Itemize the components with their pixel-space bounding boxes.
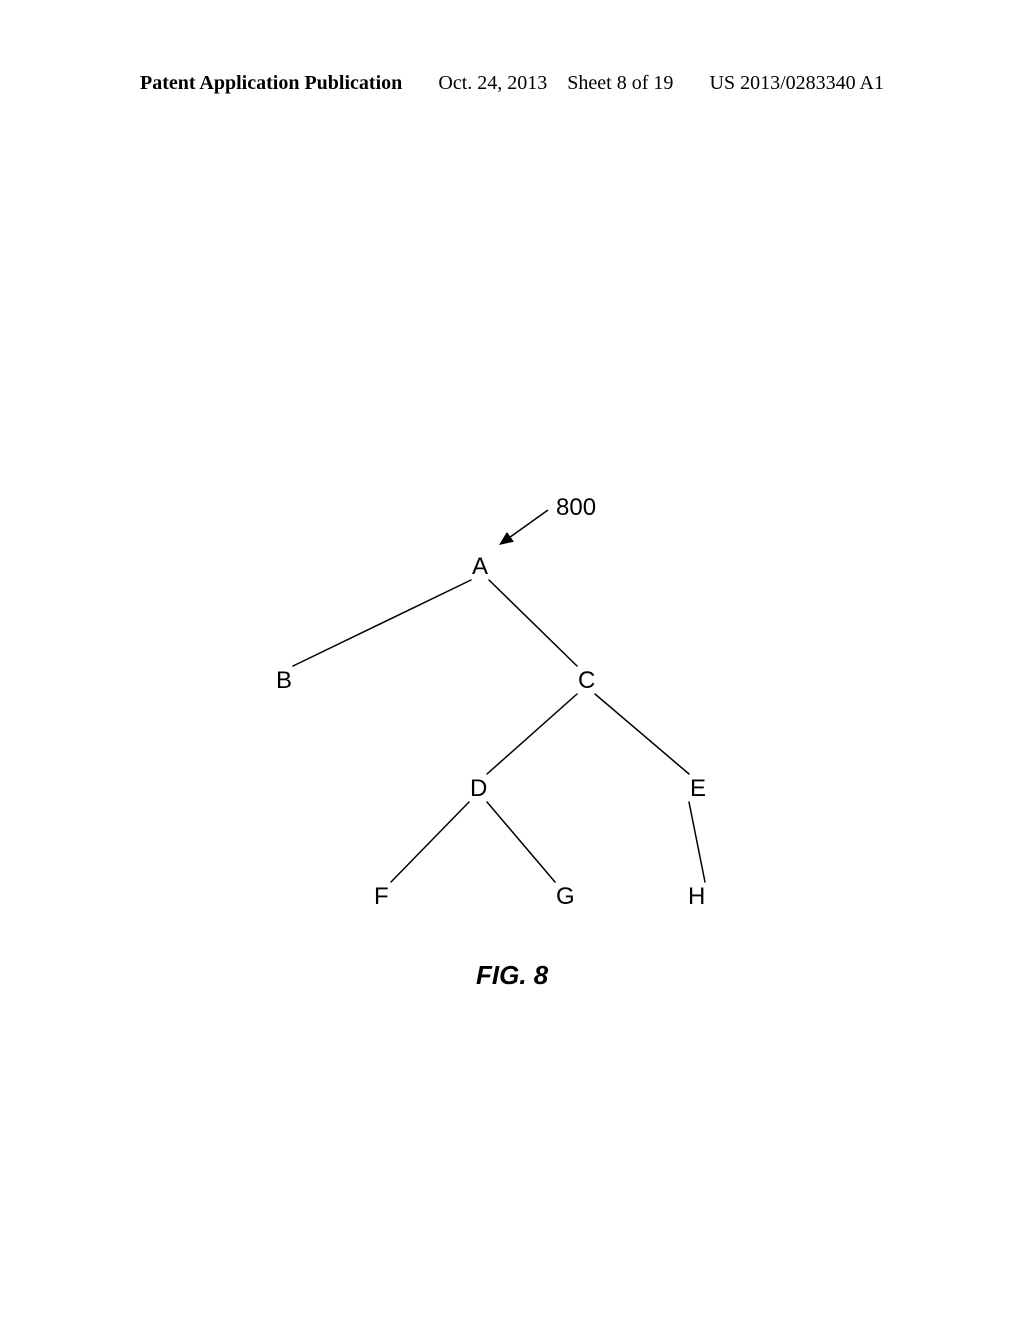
reference-arrowhead [499,532,514,545]
figure-caption: FIG. 8 [476,960,548,991]
figure-8: A B C D E F G H 800 FIG. 8 [0,0,1024,1320]
reference-number: 800 [556,494,596,522]
tree-edge [293,580,471,666]
tree-edge [487,802,555,882]
tree-node-d: D [470,775,487,803]
tree-edge [689,802,705,882]
tree-node-h: H [688,883,705,911]
tree-edge [595,694,689,774]
tree-edge [489,580,577,666]
tree-node-e: E [690,775,706,803]
tree-edge [487,694,577,774]
tree-node-g: G [556,883,575,911]
tree-node-a: A [472,553,488,581]
reference-leader-line [510,510,548,537]
tree-svg [0,0,1024,1320]
tree-node-c: C [578,667,595,695]
tree-edge [391,802,469,882]
tree-node-b: B [276,667,292,695]
patent-page: Patent Application Publication Oct. 24, … [0,0,1024,1320]
tree-node-f: F [374,883,389,911]
